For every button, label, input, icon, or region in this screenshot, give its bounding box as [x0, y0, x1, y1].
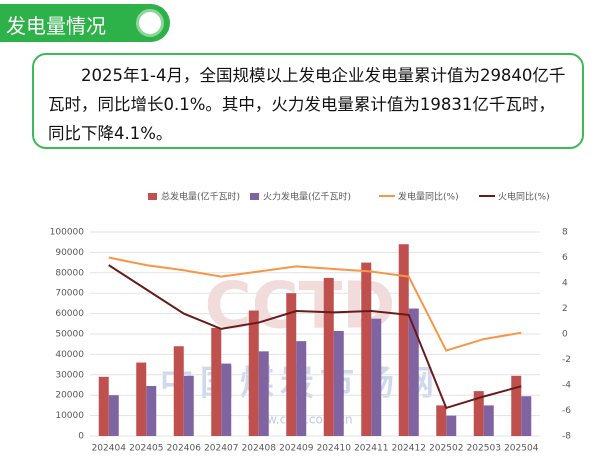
legend-label: 发电量同比(%)	[398, 191, 459, 203]
y-tick-label: 50000	[55, 330, 84, 340]
y-tick-label: 70000	[55, 289, 84, 299]
legend-label: 火力发电量(亿千瓦时)	[263, 191, 351, 203]
y-tick-label: 0	[78, 432, 84, 442]
x-tick-label: 202504	[504, 444, 539, 454]
header-title: 发电量情况	[6, 14, 106, 38]
bar	[248, 310, 259, 436]
bar	[483, 405, 494, 436]
bar	[361, 262, 372, 436]
legend-swatch	[250, 193, 259, 200]
y2-tick-label: 6	[562, 253, 568, 263]
bar	[108, 395, 119, 436]
line	[108, 264, 522, 410]
y-tick-label: 40000	[55, 350, 84, 360]
y-tick-label: 90000	[55, 248, 84, 258]
bar	[296, 341, 307, 436]
x-tick-label: 202404	[92, 444, 127, 454]
bar	[408, 308, 419, 436]
y-tick-label: 20000	[55, 391, 84, 401]
y2-tick-label: 8	[562, 228, 568, 238]
y2-tick-label: -2	[562, 355, 571, 365]
x-tick-label: 202411	[354, 444, 388, 454]
bar	[286, 293, 297, 436]
header-bar: 发电量情况	[0, 4, 170, 42]
y-tick-label: 100000	[50, 228, 85, 238]
header-dot	[136, 9, 164, 37]
chart: CCTD中国煤炭市场网www.cctd.com.cn01000020000300…	[50, 191, 572, 454]
bar	[323, 277, 334, 436]
x-tick-label: 202410	[317, 444, 352, 454]
legend-label: 火电同比(%)	[498, 191, 550, 203]
y-tick-label: 30000	[55, 370, 84, 380]
y-tick-label: 10000	[55, 411, 84, 421]
line	[108, 256, 522, 352]
y2-tick-label: 0	[562, 330, 568, 340]
x-tick-label: 202408	[242, 444, 277, 454]
bar	[521, 396, 532, 436]
bar	[473, 391, 484, 436]
bar	[258, 351, 269, 436]
bar	[173, 346, 184, 436]
x-tick-label: 202502	[429, 444, 463, 454]
x-tick-label: 202412	[392, 444, 426, 454]
bar	[398, 244, 409, 436]
bar	[211, 327, 222, 436]
y2-tick-label: 4	[562, 279, 568, 289]
y2-tick-label: -6	[562, 406, 571, 416]
y2-tick-label: -8	[562, 432, 571, 442]
bar	[221, 363, 232, 436]
x-tick-label: 202406	[167, 444, 202, 454]
bar	[333, 330, 344, 436]
bar	[436, 405, 447, 436]
legend-swatch	[148, 193, 157, 200]
y2-tick-label: -4	[562, 381, 571, 391]
bar	[511, 375, 522, 436]
x-tick-label: 202409	[279, 444, 314, 454]
bar	[183, 375, 194, 436]
bar	[136, 362, 147, 436]
y-tick-label: 80000	[55, 268, 84, 278]
bar	[446, 415, 457, 436]
x-tick-label: 202503	[467, 444, 501, 454]
text-box: 2025年1-4月，全国规模以上发电企业发电量累计值为29840亿千瓦时，同比增…	[32, 53, 584, 149]
x-tick-label: 202405	[129, 444, 163, 454]
bar	[98, 376, 109, 436]
legend-label: 总发电量(亿千瓦时)	[161, 191, 240, 203]
bar	[371, 318, 382, 436]
x-tick-label: 202407	[204, 444, 238, 454]
y-tick-label: 60000	[55, 309, 84, 319]
y2-tick-label: 2	[562, 304, 568, 314]
bar	[146, 386, 157, 436]
